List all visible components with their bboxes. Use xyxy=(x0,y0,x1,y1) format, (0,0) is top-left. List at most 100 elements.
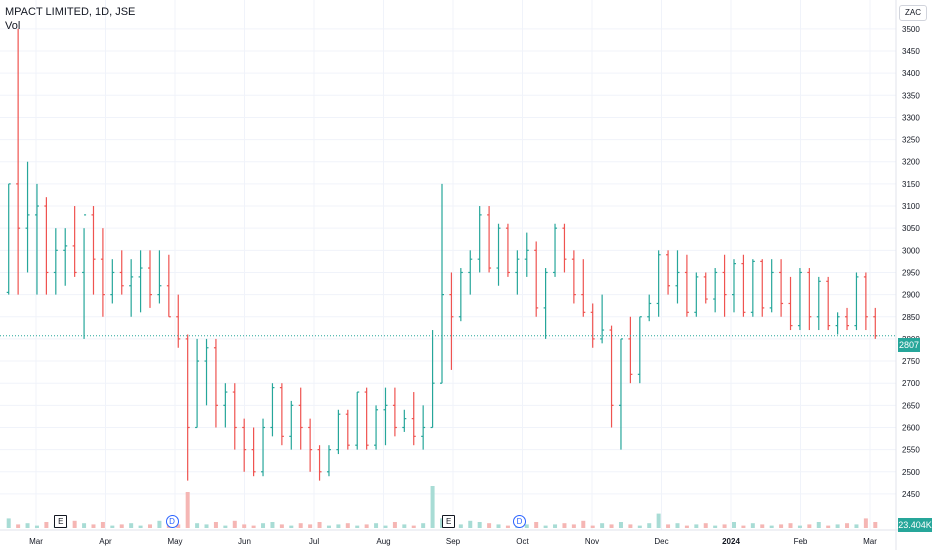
currency-label[interactable]: ZAC xyxy=(899,5,927,21)
volume-bar xyxy=(468,520,473,528)
volume-bar xyxy=(581,520,586,528)
symbol-title[interactable]: MPACT LIMITED, 1D, JSE xyxy=(5,6,136,18)
price-bar xyxy=(148,250,152,308)
price-bar xyxy=(524,232,529,277)
price-bar xyxy=(553,223,558,277)
price-tick-label: 2850 xyxy=(902,313,920,322)
price-bar xyxy=(82,214,87,339)
volume-bar xyxy=(72,520,77,528)
volume-bar xyxy=(543,525,548,528)
volume-bar xyxy=(148,524,152,528)
price-bar xyxy=(600,294,605,344)
volume-bar xyxy=(609,524,614,528)
volume-bar xyxy=(826,525,831,528)
volume-bar xyxy=(741,525,746,528)
volume-bar xyxy=(326,525,331,528)
volume-bar xyxy=(383,525,388,528)
price-bar xyxy=(402,409,407,432)
dividend-event-icon[interactable]: D xyxy=(165,515,179,528)
price-tick-label: 2450 xyxy=(902,490,920,499)
time-tick-label: Feb xyxy=(794,537,808,546)
volume-bar xyxy=(863,518,868,528)
price-bar xyxy=(666,250,671,295)
price-bar xyxy=(581,259,586,317)
volume-bar xyxy=(317,522,322,528)
volume-bar xyxy=(505,525,510,528)
price-bar xyxy=(854,272,859,331)
volume-bar xyxy=(336,524,341,528)
volume-bar xyxy=(100,522,105,528)
price-bar xyxy=(204,338,209,406)
volume-bar xyxy=(779,524,784,528)
price-bar xyxy=(223,383,228,428)
volume-bar xyxy=(16,524,21,528)
volume-bar xyxy=(25,523,30,528)
price-bar xyxy=(336,409,341,455)
price-tick-label: 2550 xyxy=(902,446,920,455)
price-bar xyxy=(355,391,360,450)
price-bar xyxy=(289,400,294,450)
price-bar xyxy=(279,383,284,446)
volume-bar xyxy=(477,522,482,528)
price-tick-label: 3150 xyxy=(902,180,920,189)
volume-bar xyxy=(223,525,228,528)
volume-bar xyxy=(854,524,859,528)
price-bar xyxy=(458,268,463,322)
price-bar xyxy=(392,387,397,437)
volume-bar xyxy=(421,523,426,528)
volume-bar xyxy=(562,523,567,528)
volume-bar xyxy=(279,524,284,528)
price-bar xyxy=(807,268,812,331)
volume-bar xyxy=(656,513,661,528)
price-bar xyxy=(44,197,49,295)
price-bar xyxy=(590,303,595,348)
volume-bar xyxy=(308,524,313,528)
volume-bar xyxy=(270,522,275,528)
dividend-event-icon[interactable]: D xyxy=(513,515,527,528)
price-bar xyxy=(845,307,850,331)
volume-bar xyxy=(750,523,755,528)
volume-bar xyxy=(675,523,680,528)
volume-bar xyxy=(402,524,407,528)
price-tick-label: 3300 xyxy=(902,113,920,122)
volume-bar xyxy=(411,525,416,528)
volume-bar xyxy=(713,525,718,528)
volume-bar xyxy=(204,524,209,528)
price-bar xyxy=(261,418,266,477)
volume-bar xyxy=(392,522,397,528)
volume-bar xyxy=(487,523,492,528)
volume-bar xyxy=(524,524,529,528)
price-tick-label: 3050 xyxy=(902,224,920,233)
volume-bar xyxy=(242,524,247,528)
price-tick-label: 3500 xyxy=(902,25,920,34)
volume-bar xyxy=(760,524,765,528)
earnings-event-icon[interactable]: E xyxy=(442,515,456,528)
price-bar xyxy=(779,259,784,317)
volume-bar xyxy=(590,525,595,528)
time-axis: Mar Apr May Jun Jul Aug Sep Oct Nov Dec 2024 Feb Mar xyxy=(29,537,877,546)
price-bar xyxy=(430,330,435,429)
price-bars xyxy=(6,28,878,481)
price-tick-label: 2650 xyxy=(902,401,920,410)
price-bar xyxy=(251,427,256,477)
volume-bar xyxy=(345,523,350,528)
volume-bar xyxy=(119,524,124,528)
price-tick-label: 3350 xyxy=(902,91,920,100)
price-bar xyxy=(684,254,689,317)
volume-bar xyxy=(110,525,115,528)
price-bar xyxy=(345,409,350,450)
volume-bar xyxy=(496,524,501,528)
time-tick-label: Aug xyxy=(376,537,390,546)
price-tick-label: 2900 xyxy=(902,291,920,300)
price-tick-label: 3100 xyxy=(902,202,920,211)
volume-bar xyxy=(251,525,256,528)
volume-bar xyxy=(845,523,850,528)
volume-indicator-label[interactable]: Vol xyxy=(5,20,21,32)
price-bar xyxy=(760,259,765,317)
price-bar xyxy=(515,250,520,295)
volume-bar xyxy=(628,524,633,528)
volume-bar xyxy=(355,525,360,528)
volume-bar xyxy=(571,524,576,528)
earnings-event-icon[interactable]: E xyxy=(54,515,68,528)
